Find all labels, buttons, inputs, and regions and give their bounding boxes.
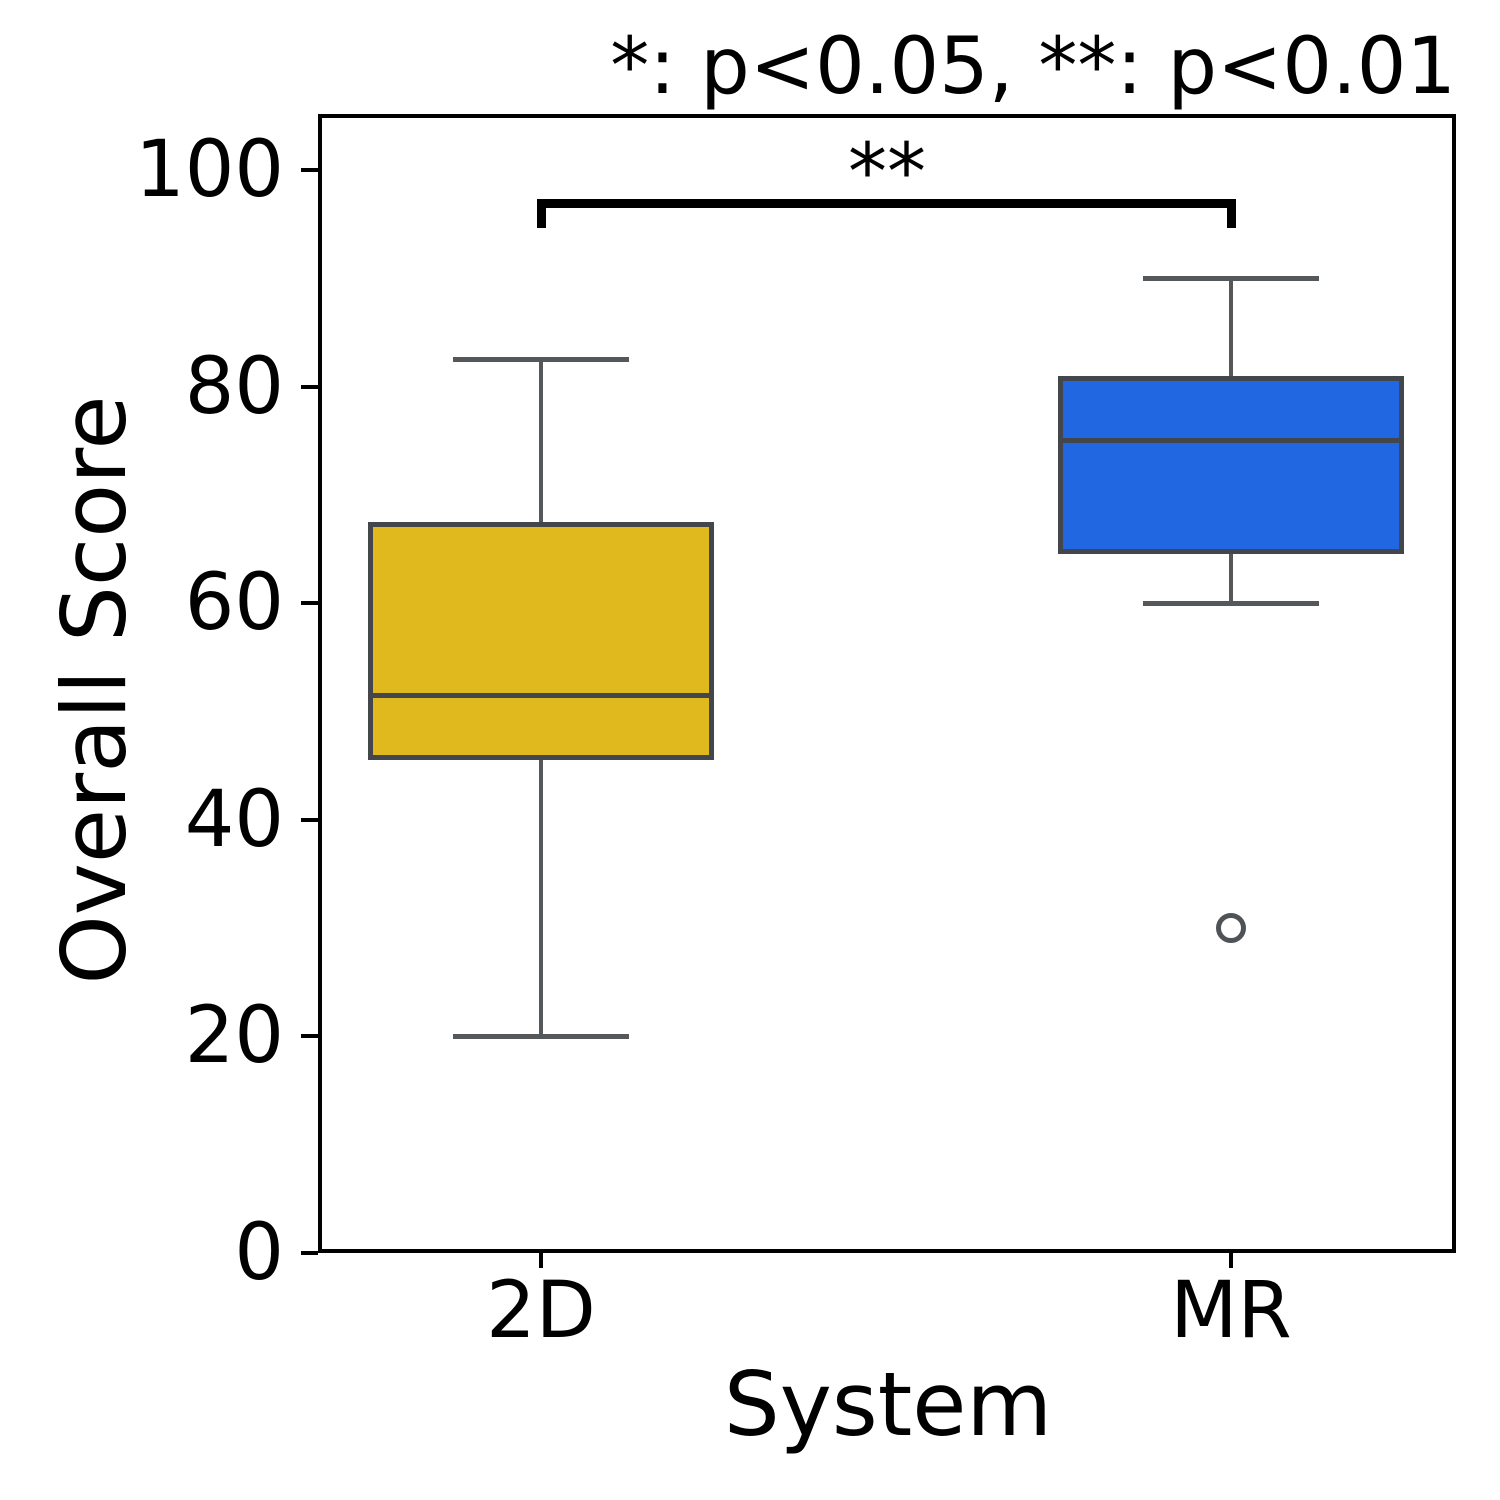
y-tick-mark	[301, 1250, 318, 1255]
x-tick-label: 2D	[486, 1266, 596, 1356]
significance-bracket-tick-left	[536, 199, 546, 228]
y-tick-label: 60	[184, 558, 284, 648]
y-tick-mark	[301, 168, 318, 172]
significance-label: **	[848, 128, 926, 218]
significance-bracket-tick-right	[1226, 199, 1236, 228]
y-tick-mark	[301, 384, 318, 389]
y-axis-label: Overall Score	[43, 395, 146, 985]
y-tick-label: 80	[184, 341, 284, 432]
y-tick-label: 20	[184, 991, 284, 1081]
y-tick-label: 0	[234, 1207, 284, 1298]
whisker-lower-2d	[539, 759, 543, 1036]
y-tick-label: 40	[184, 774, 284, 865]
whisker-cap-upper-2d	[453, 356, 629, 362]
y-tick-mark	[301, 817, 318, 822]
chart-title: *: p<0.05, **: p<0.01	[610, 22, 1456, 112]
whisker-lower-mr	[1229, 554, 1233, 603]
y-tick-mark	[301, 1034, 318, 1038]
median-line-mr	[1058, 438, 1404, 444]
significance-bracket-bar	[536, 199, 1236, 208]
x-tick-mark	[1229, 1253, 1233, 1268]
x-tick-mark	[539, 1253, 543, 1268]
y-tick-mark	[301, 601, 318, 605]
box-mr	[1058, 375, 1404, 555]
outlier-point-mr	[1216, 912, 1246, 943]
x-tick-label: MR	[1170, 1266, 1292, 1356]
whisker-cap-lower-mr	[1143, 600, 1319, 606]
whisker-upper-mr	[1229, 278, 1233, 376]
whisker-upper-2d	[539, 359, 543, 522]
y-tick-label: 100	[135, 125, 284, 215]
box-2d	[368, 521, 714, 760]
whisker-cap-lower-2d	[453, 1033, 629, 1039]
median-line-2d	[368, 692, 714, 698]
x-axis-label: System	[723, 1353, 1053, 1456]
whisker-cap-upper-mr	[1143, 275, 1319, 281]
